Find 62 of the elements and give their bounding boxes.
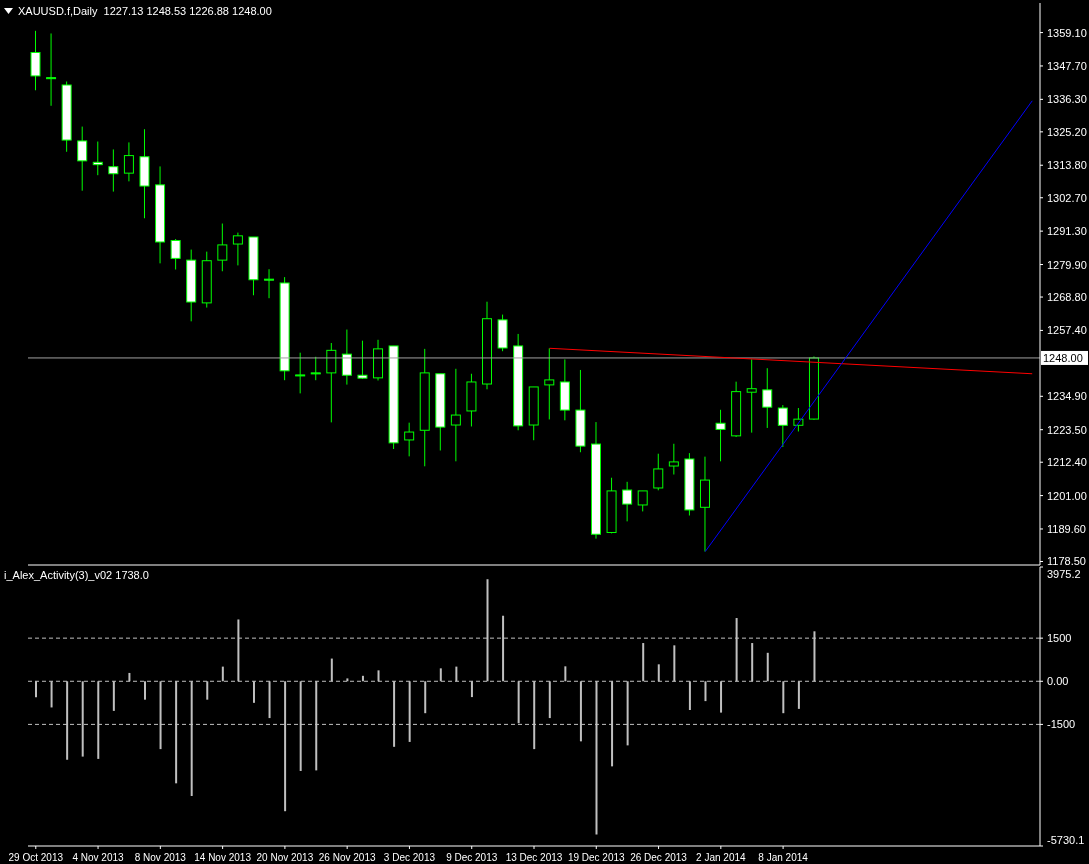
x-tick-label: 8 Jan 2014 bbox=[758, 852, 809, 863]
y-tick-label: 1201.00 bbox=[1047, 489, 1087, 502]
y-tick-label: 1234.90 bbox=[1047, 390, 1087, 403]
x-tick-label: 26 Nov 2013 bbox=[318, 852, 376, 863]
y-tick-label: 1336.30 bbox=[1047, 93, 1087, 106]
x-tick-label: 29 Oct 2013 bbox=[8, 852, 64, 863]
candlestick bbox=[264, 268, 275, 299]
y-tick-label: 1223.50 bbox=[1047, 423, 1087, 436]
x-tick-label: 13 Dec 2013 bbox=[505, 852, 563, 863]
candlestick bbox=[170, 238, 181, 270]
candlestick bbox=[777, 404, 788, 448]
x-tick-label: 20 Nov 2013 bbox=[256, 852, 314, 863]
candlestick bbox=[46, 32, 57, 107]
x-tick-label: 2 Jan 2014 bbox=[696, 852, 747, 863]
chart-title: i_Alex_Activity(3)_v02 1738.0 bbox=[4, 569, 149, 581]
candlestick bbox=[77, 126, 88, 192]
y-tick-label: 1178.50 bbox=[1047, 555, 1086, 568]
candlestick bbox=[92, 141, 103, 176]
y-tick-label: 3975.2 bbox=[1047, 568, 1081, 580]
candlestick bbox=[108, 148, 119, 193]
candlestick bbox=[357, 340, 368, 380]
candlestick bbox=[232, 232, 243, 266]
y-tick-label: 1313.80 bbox=[1047, 159, 1087, 172]
candlestick bbox=[123, 141, 134, 182]
candlestick bbox=[746, 358, 757, 434]
candlestick bbox=[622, 481, 633, 522]
y-tick-label: 1291.30 bbox=[1047, 225, 1087, 238]
x-tick-label: 14 Nov 2013 bbox=[194, 852, 252, 863]
y-tick-label: -5730.1 bbox=[1047, 834, 1085, 846]
candlestick bbox=[404, 422, 415, 457]
candlestick bbox=[341, 329, 352, 386]
y-tick-label: 1325.20 bbox=[1047, 125, 1087, 138]
chart-title: XAUUSD.f,Daily 1227.13 1248.53 1226.88 1248.00 bbox=[18, 5, 272, 17]
candlestick bbox=[544, 347, 555, 420]
y-tick-label: 1268.80 bbox=[1047, 291, 1087, 304]
y-tick-label: 1347.70 bbox=[1047, 59, 1087, 72]
ref-line-label: 1248.00 bbox=[1043, 351, 1083, 364]
candlestick bbox=[715, 409, 726, 462]
candlestick bbox=[326, 342, 337, 423]
candlestick bbox=[762, 367, 773, 429]
y-tick-label: 1359.10 bbox=[1047, 26, 1087, 39]
x-tick-label: 8 Nov 2013 bbox=[134, 852, 187, 863]
candlestick bbox=[30, 30, 41, 91]
candlestick bbox=[637, 490, 648, 512]
x-tick-label: 9 Dec 2013 bbox=[446, 852, 498, 863]
candlestick bbox=[295, 352, 306, 394]
y-tick-label: 1279.90 bbox=[1047, 258, 1087, 271]
x-tick-label: 3 Dec 2013 bbox=[383, 852, 436, 863]
y-tick-label: 1500 bbox=[1047, 632, 1072, 645]
y-tick-label: 1302.70 bbox=[1047, 191, 1087, 204]
y-tick-label: 1257.40 bbox=[1047, 324, 1087, 337]
y-tick-label: 0.00 bbox=[1047, 675, 1069, 688]
x-tick-label: 19 Dec 2013 bbox=[567, 852, 626, 863]
y-tick-label: 1189.60 bbox=[1047, 522, 1086, 535]
y-tick-label: -1500 bbox=[1047, 718, 1076, 731]
candlestick bbox=[653, 453, 664, 491]
candlestick bbox=[217, 223, 228, 272]
candlestick bbox=[450, 368, 461, 462]
x-tick-label: 4 Nov 2013 bbox=[72, 852, 125, 863]
x-tick-label: 26 Dec 2013 bbox=[630, 852, 688, 863]
y-tick-label: 1212.40 bbox=[1047, 456, 1087, 469]
candlestick bbox=[668, 443, 679, 476]
